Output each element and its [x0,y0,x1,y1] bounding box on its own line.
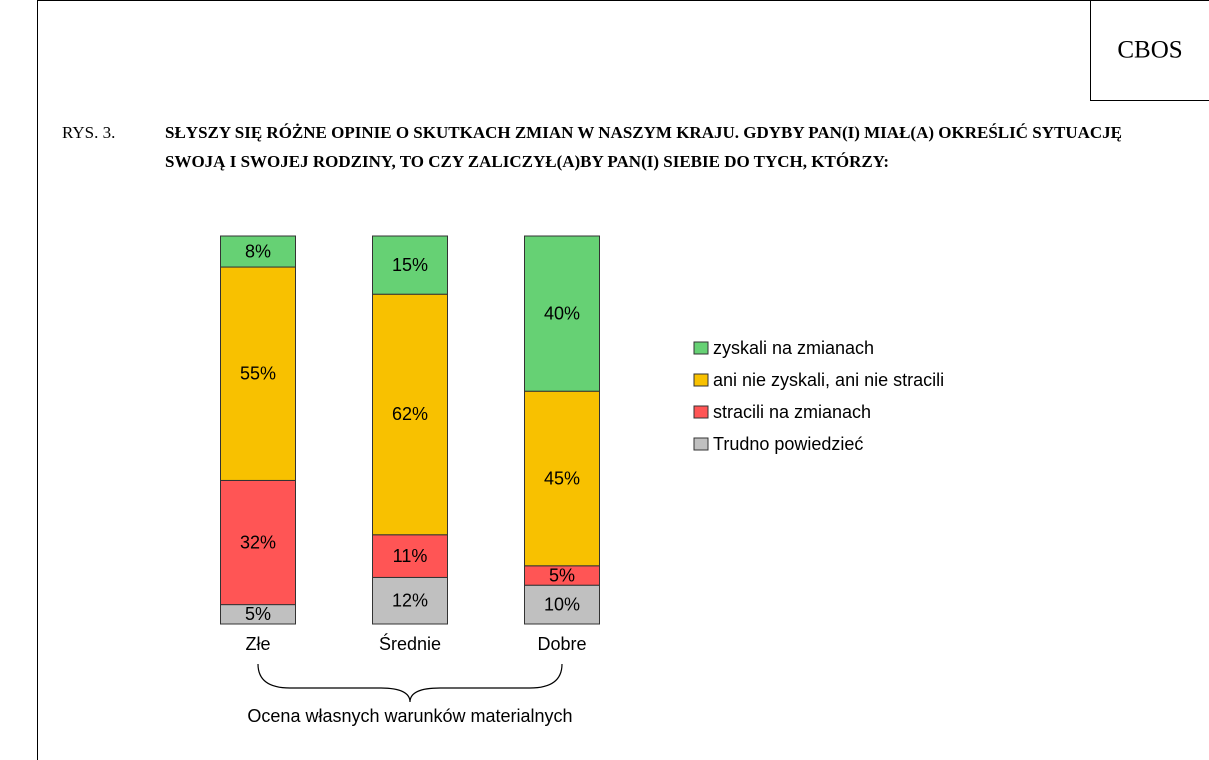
brace [257,663,563,703]
publisher: CBOS [1117,37,1182,64]
bar-segment [524,235,600,392]
legend-label: ani nie zyskali, ani nie stracili [713,370,944,390]
legend-label: zyskali na zmianach [713,338,874,358]
figure-label: RYS. 3. [62,123,116,142]
x-tick-label: Średnie [379,633,441,654]
bar-segment [524,584,600,625]
legend-swatch [693,373,709,387]
x-tick-label: Złe [245,634,270,654]
legend-label: Trudno powiedzieć [713,434,863,454]
legend-label: stracili na zmianach [713,402,871,422]
data-label: 5% [549,565,575,585]
data-label: 40% [544,303,580,323]
data-label: 12% [392,590,428,610]
bar-segment [220,266,296,481]
bar-segment [372,293,448,536]
data-label: 62% [392,404,428,424]
bar-segment [524,390,600,567]
legend-swatch [693,341,709,355]
bar-segment [220,479,296,606]
data-label: 5% [245,604,271,624]
x-axis-label: Ocena własnych warunków materialnych [247,706,572,726]
data-label: 8% [245,241,271,261]
publisher-box [1090,0,1209,101]
frame [37,0,1209,760]
data-label: 32% [240,532,276,552]
data-label: 55% [240,363,276,383]
bar-segment [372,576,448,625]
bar-segment [372,235,448,295]
legend-swatch [693,437,709,451]
data-label: 45% [544,468,580,488]
bar-segment [220,235,296,268]
data-label: 15% [392,255,428,275]
data-label: 11% [393,546,428,566]
chart-title: SŁYSZY SIĘ RÓŻNE OPINIE O SKUTKACH ZMIAN… [165,123,1122,171]
bar-segment [372,534,448,578]
legend-swatch [693,405,709,419]
x-tick-label: Dobre [537,634,586,654]
data-label: 10% [544,594,580,614]
